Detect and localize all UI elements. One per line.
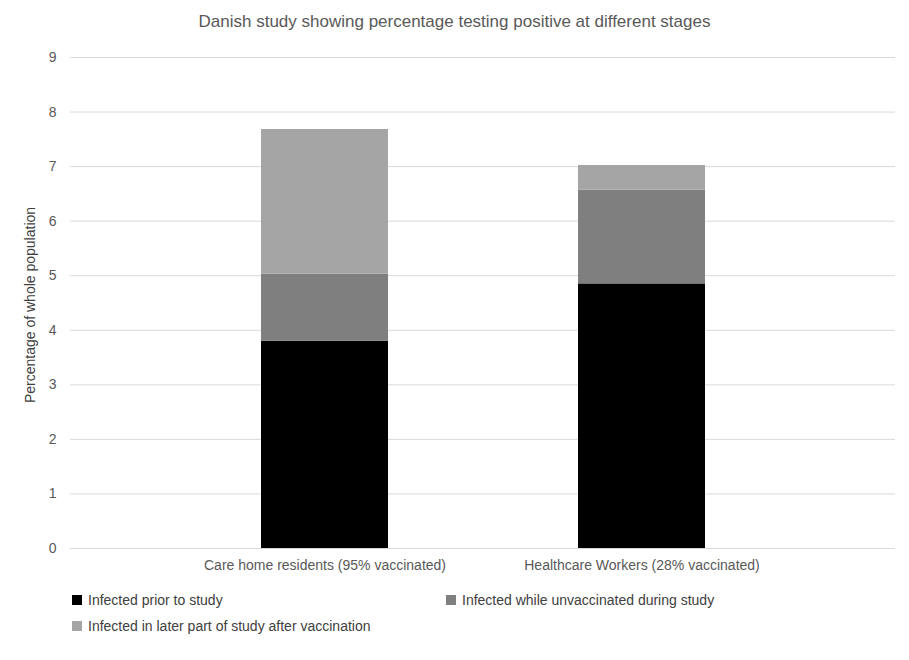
svg-text:2: 2 — [49, 431, 57, 447]
svg-text:Healthcare Workers (28% vaccin: Healthcare Workers (28% vaccinated) — [524, 557, 760, 573]
svg-text:3: 3 — [49, 376, 57, 392]
html-text:Infected in later part of stud: Infected in later part of study after va… — [88, 618, 371, 634]
svg-text:6: 6 — [49, 213, 57, 229]
svg-text:4: 4 — [49, 322, 57, 338]
svg-text:8: 8 — [49, 104, 57, 120]
svg-text:9: 9 — [49, 49, 57, 65]
html-text:Percentage of whole population: Percentage of whole population — [22, 206, 38, 404]
html-text:Infected while unvaccinated du: Infected while unvaccinated during study — [462, 592, 715, 608]
svg-text:5: 5 — [49, 267, 57, 283]
svg-text:0: 0 — [49, 540, 57, 556]
svg-text:1: 1 — [49, 485, 57, 501]
svg-text:Care home residents (95% vacci: Care home residents (95% vaccinated) — [204, 557, 446, 573]
html-text:Danish study showing percentag: Danish study showing percentage testing … — [198, 12, 711, 31]
html-text:Infected prior to study: Infected prior to study — [88, 592, 223, 608]
svg-text:7: 7 — [49, 158, 57, 174]
